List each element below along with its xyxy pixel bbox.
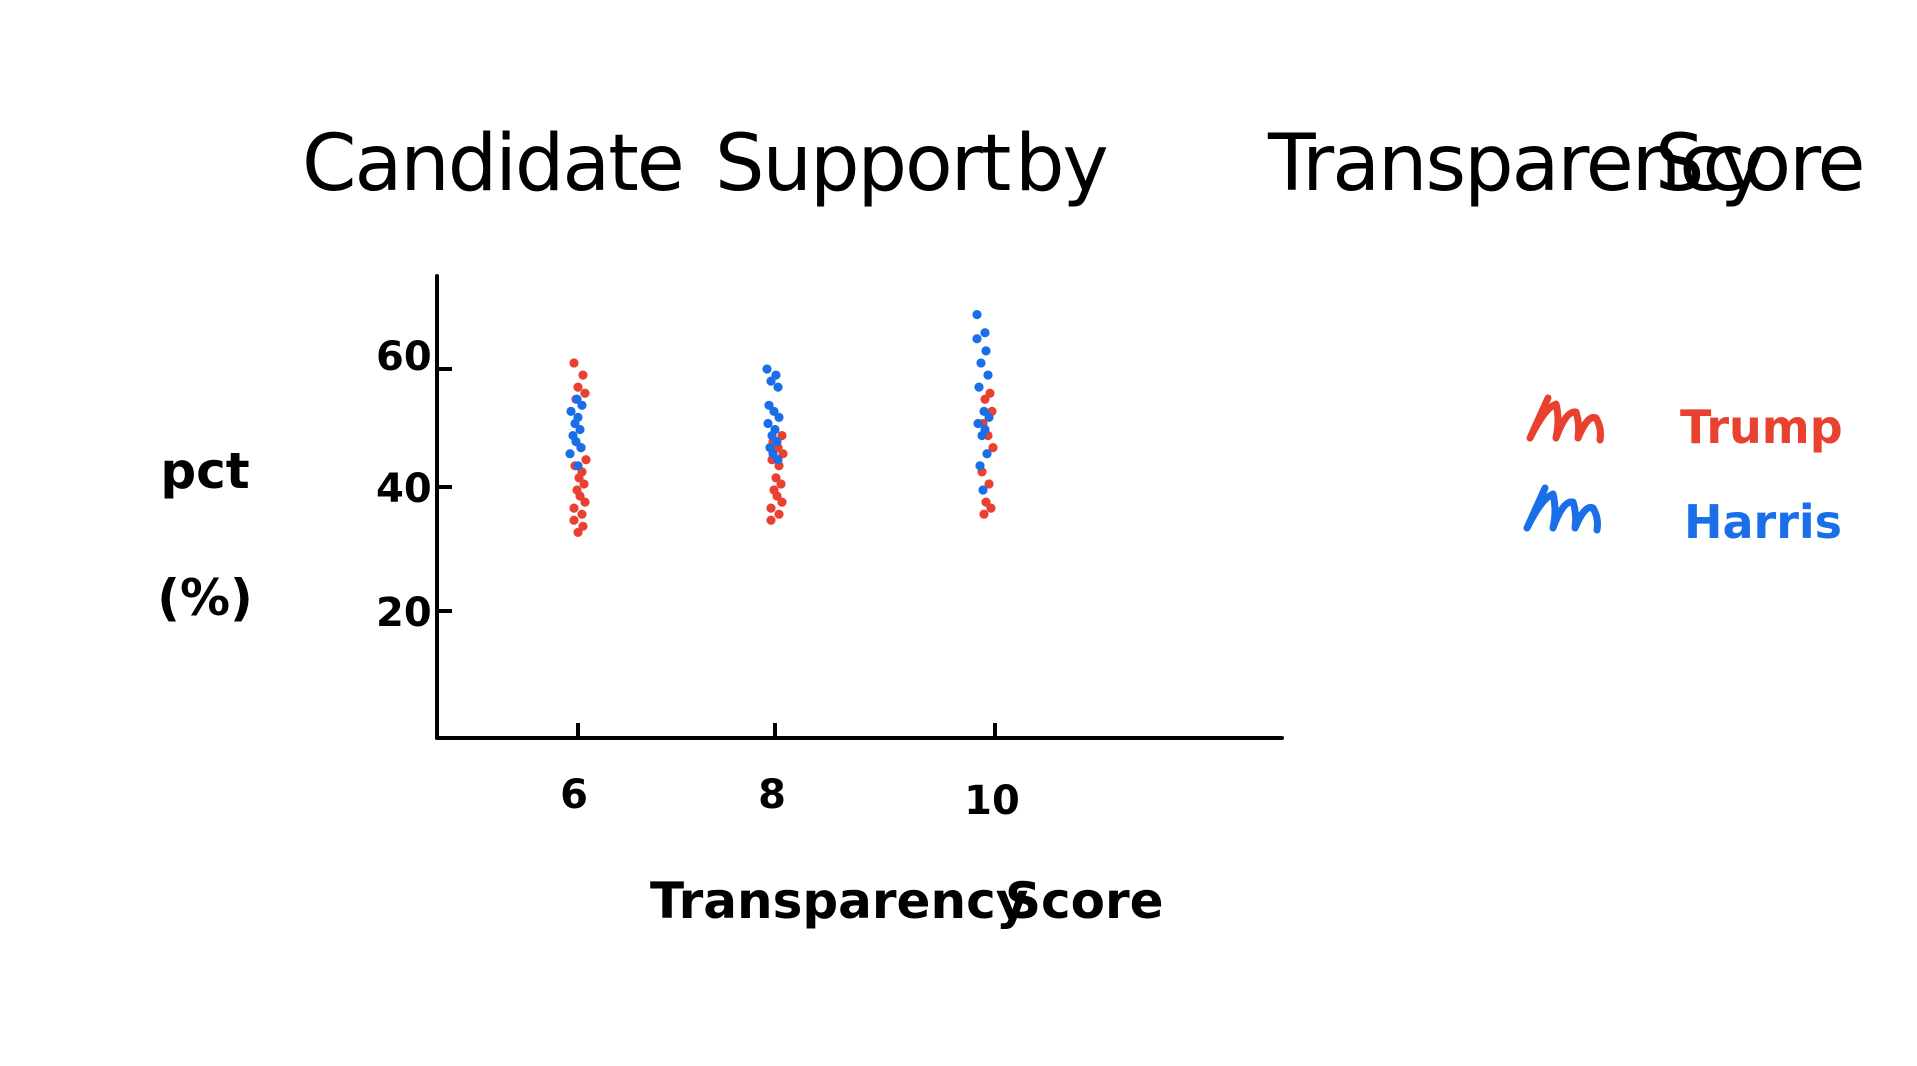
point-trump (579, 479, 589, 489)
point-trump (580, 388, 590, 398)
point-trump (581, 455, 591, 465)
x-axis-label-word-2: Score (1005, 872, 1164, 930)
y-axis-label: pct (%) (157, 442, 253, 627)
point-trump (986, 503, 996, 513)
point-harris (772, 437, 782, 447)
legend-label-harris: Harris (1684, 495, 1842, 549)
point-harris (980, 328, 990, 338)
point-harris (565, 449, 575, 459)
point-trump (569, 358, 579, 368)
x-tick-label-8: 8 (758, 772, 786, 818)
point-harris (575, 424, 585, 435)
point-harris (762, 364, 772, 374)
title-word-transparency: Transparency (1267, 119, 1764, 209)
x-ticks: 6 8 10 (560, 723, 1020, 824)
point-trump (985, 388, 995, 398)
point-harris (774, 412, 784, 422)
point-harris (773, 455, 783, 465)
point-trump (988, 443, 998, 453)
point-trump (777, 497, 787, 507)
point-trump (766, 515, 776, 525)
data-points (565, 309, 998, 537)
x-tick-label-6: 6 (560, 772, 588, 818)
point-harris (577, 400, 587, 410)
point-trump (578, 370, 588, 380)
y-axis-label-line-1: pct (160, 442, 249, 500)
point-trump (979, 509, 989, 519)
point-harris (978, 485, 988, 495)
y-tick-label-60: 60 (376, 334, 432, 380)
point-harris (771, 370, 781, 380)
point-trump (771, 473, 781, 483)
point-trump (778, 449, 788, 459)
point-harris (572, 394, 582, 404)
series-harris (565, 309, 994, 495)
point-harris (974, 382, 984, 392)
series-trump (569, 358, 998, 537)
point-trump (776, 479, 786, 489)
y-tick-label-20: 20 (376, 590, 432, 636)
x-tick-label-10: 10 (964, 778, 1020, 824)
legend-label-trump: Trump (1680, 400, 1843, 454)
point-harris (979, 406, 989, 416)
x-axis-label-word-1: Transparency (650, 872, 1028, 930)
title-word-by: by (1015, 119, 1107, 209)
point-harris (570, 418, 580, 429)
point-harris (972, 309, 982, 320)
legend-swatch-trump (1526, 394, 1604, 444)
point-harris (576, 443, 586, 453)
point-harris (769, 406, 779, 416)
point-harris (982, 449, 992, 459)
point-trump (573, 382, 583, 392)
chart-title: Candidate Support by Transparency Score (302, 119, 1865, 209)
point-harris (773, 382, 783, 392)
point-harris (973, 418, 983, 429)
point-trump (575, 491, 585, 501)
legend-swatch-harris (1523, 484, 1601, 534)
point-harris (984, 412, 994, 422)
point-harris (571, 437, 581, 447)
point-trump (573, 527, 583, 537)
point-harris (764, 400, 774, 410)
point-trump (981, 497, 991, 507)
point-harris (767, 430, 777, 441)
point-harris (975, 461, 985, 471)
y-tick-label-40: 40 (376, 466, 432, 512)
point-trump (980, 394, 990, 404)
title-word-support: Support (715, 119, 1010, 209)
y-ticks: 20 40 60 (376, 334, 452, 636)
point-harris (976, 358, 986, 368)
legend-item-trump: Trump (1526, 394, 1843, 454)
title-word-candidate: Candidate (302, 119, 683, 209)
legend: Trump Harris (1523, 394, 1843, 549)
point-harris (766, 376, 776, 386)
point-harris (768, 449, 778, 459)
title-word-score: Score (1655, 119, 1863, 209)
point-harris (977, 430, 987, 441)
point-harris (981, 346, 991, 356)
y-axis-label-line-2: (%) (157, 569, 253, 627)
point-harris (573, 461, 583, 471)
point-trump (774, 509, 784, 519)
point-trump (777, 430, 787, 441)
point-trump (574, 473, 584, 483)
point-harris (983, 370, 993, 380)
point-harris (763, 418, 773, 429)
point-trump (772, 491, 782, 501)
point-trump (569, 515, 579, 525)
point-trump (766, 503, 776, 513)
point-harris (566, 406, 576, 416)
point-trump (578, 521, 588, 531)
point-trump (580, 497, 590, 507)
point-trump (984, 479, 994, 489)
point-trump (569, 503, 579, 513)
point-trump (577, 509, 587, 519)
legend-item-harris: Harris (1523, 484, 1842, 549)
point-harris (972, 334, 982, 344)
x-axis-label: Transparency Score (650, 872, 1164, 930)
